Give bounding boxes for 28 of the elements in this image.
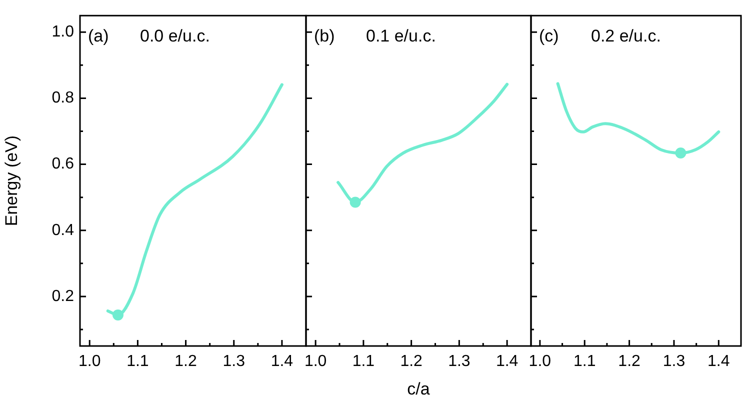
x-tick-label: 1.0 (528, 353, 552, 370)
y-tick-label: 0.4 (52, 222, 74, 239)
annotation: 0.0 e/u.c. (140, 26, 210, 46)
x-tick-label: 1.2 (174, 353, 198, 370)
x-tick-label: 1.0 (78, 353, 101, 370)
x-tick-label: 1.0 (304, 353, 327, 370)
annotation: (b) (314, 26, 335, 46)
x-tick-label: 1.1 (126, 353, 149, 370)
x-tick-label: 1.2 (400, 353, 423, 370)
x-tick-label: 1.3 (662, 353, 686, 370)
x-axis-title: c/a (407, 379, 430, 398)
x-tick-label: 1.1 (573, 353, 596, 370)
x-tick-label: 1.4 (496, 353, 518, 370)
y-tick-label: 1.0 (52, 24, 74, 41)
annotation: 0.1 e/u.c. (366, 26, 436, 46)
x-tick-label: 1.1 (352, 353, 375, 370)
annotation: (a) (88, 26, 109, 46)
annotation: 0.2 e/u.c. (591, 26, 661, 46)
y-tick-label: 0.8 (52, 90, 74, 107)
x-tick-label: 1.4 (270, 353, 294, 370)
x-tick-label: 1.3 (448, 353, 470, 370)
y-tick-label: 0.6 (52, 156, 74, 173)
x-tick-label: 1.4 (708, 353, 730, 370)
y-tick-label: 0.2 (52, 288, 74, 305)
y-axis-title: Energy (eV) (2, 135, 21, 226)
x-tick-label: 1.2 (618, 353, 641, 370)
x-tick-label: 1.3 (222, 353, 246, 370)
annotation: (c) (539, 26, 559, 46)
